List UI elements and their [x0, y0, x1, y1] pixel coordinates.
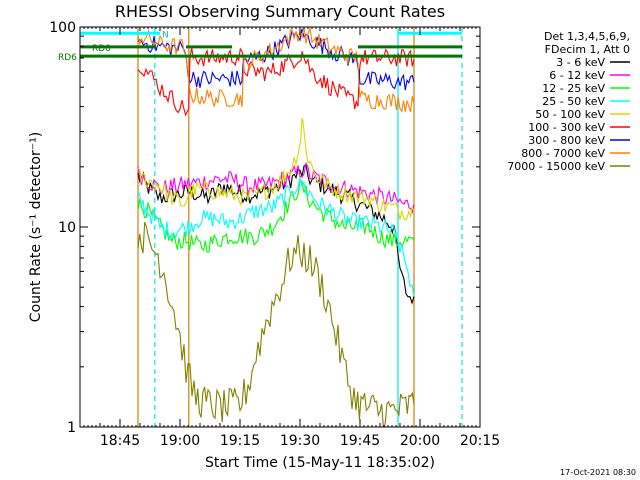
legend-label: 300 - 800 keV — [528, 134, 605, 147]
y-tick-label: 100 — [49, 20, 76, 36]
x-axis-label: Start Time (15-May-11 18:35:02) — [205, 455, 435, 471]
x-tick-label: 20:00 — [400, 433, 440, 449]
legend-header: FDecim 1, Att 0 — [545, 43, 630, 56]
legend-label: 25 - 50 keV — [542, 95, 605, 108]
series-line — [137, 28, 415, 91]
chart-title: RHESSI Observing Summary Count Rates — [115, 2, 445, 21]
timestamp: 17-Oct-2021 08:30 — [560, 468, 636, 477]
x-tick-label: 19:15 — [220, 433, 260, 449]
series-line — [137, 118, 415, 221]
series-line — [137, 177, 415, 297]
series-line — [137, 27, 415, 113]
x-tick-label: 19:45 — [340, 433, 380, 449]
series-line — [137, 179, 415, 253]
y-tick-label: 10 — [58, 220, 76, 236]
legend-label: 3 - 6 keV — [556, 56, 605, 69]
legend-label: 100 - 300 keV — [528, 121, 605, 134]
flag-label: N — [162, 30, 169, 40]
series-line — [137, 222, 415, 427]
legend-label: 12 - 25 keV — [542, 82, 605, 95]
flag-label: RD0 — [92, 44, 111, 54]
plot-frame — [79, 26, 481, 428]
legend-label: 50 - 100 keV — [535, 108, 605, 121]
legend-label: 6 - 12 keV — [549, 69, 605, 82]
legend-label: 800 - 7000 keV — [521, 147, 605, 160]
x-tick-label: 19:00 — [160, 433, 200, 449]
axes: 18:45 19:00 19:15 19:30 19:45 20:00 20:15 1 10 10… — [49, 20, 500, 449]
y-axis-label: Count Rate (s⁻¹ detector⁻¹) — [28, 132, 44, 322]
flag-lines: N RD0 RD6 — [58, 30, 462, 63]
series-group — [137, 27, 415, 427]
legend: Det 1,3,4,5,6,9,FDecim 1, Att 03 - 6 keV… — [507, 30, 630, 173]
series-line — [137, 47, 415, 117]
flag-label: RD6 — [58, 53, 77, 63]
legend-label: 7000 - 15000 keV — [507, 160, 605, 173]
y-tick-label: 1 — [67, 420, 76, 436]
vertical-markers — [137, 27, 463, 427]
x-tick-label: 19:30 — [280, 433, 320, 449]
legend-header: Det 1,3,4,5,6,9, — [544, 30, 630, 43]
x-tick-label: 20:15 — [460, 433, 500, 449]
x-tick-label: 18:45 — [100, 433, 140, 449]
